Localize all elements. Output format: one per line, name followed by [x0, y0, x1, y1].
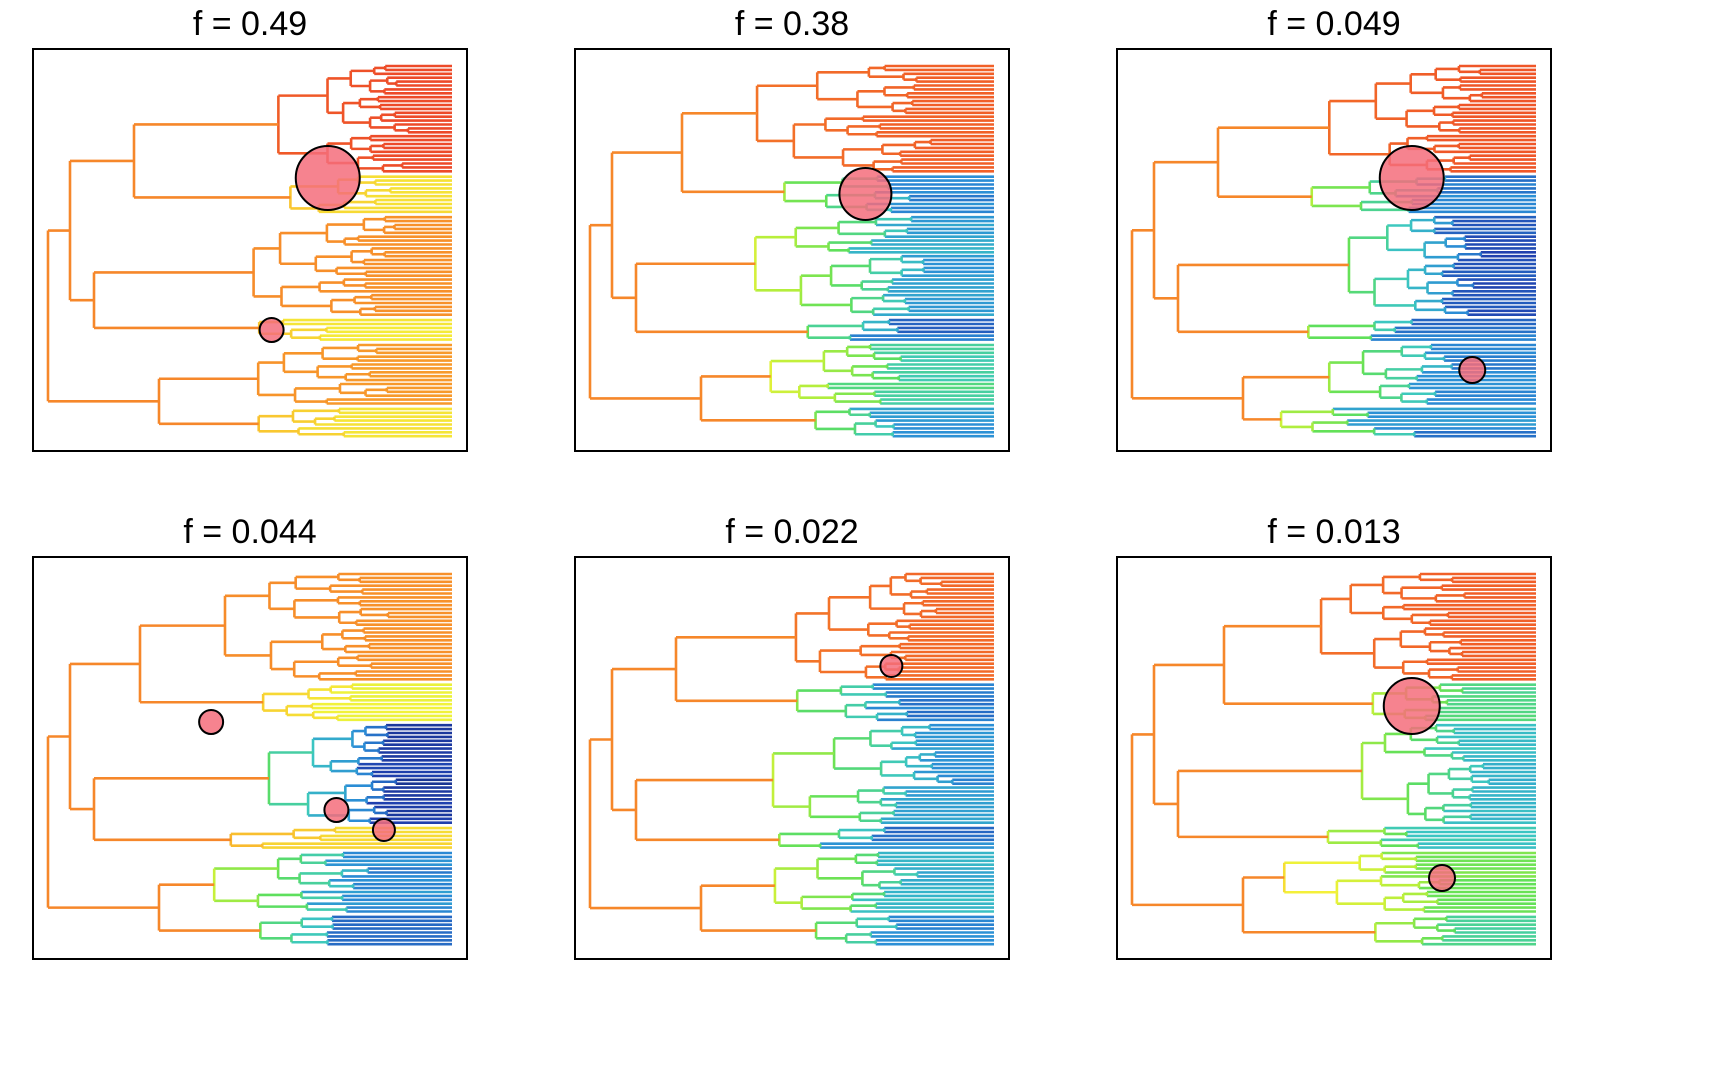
rate-shift-marker: [198, 709, 225, 735]
phylogeny-tree: [1130, 64, 1536, 438]
tree-panel: f = 0.49: [32, 4, 468, 452]
phylogeny-tree: [46, 572, 452, 946]
panel-title: f = 0.49: [192, 5, 308, 43]
phylogeny-tree: [588, 64, 994, 438]
panel-title: f = 0.013: [1267, 513, 1401, 551]
phylogeny-plot: [1116, 48, 1552, 452]
rate-shift-marker: [1428, 864, 1456, 892]
rate-shift-marker: [323, 797, 350, 823]
rate-shift-marker: [838, 167, 893, 221]
rate-shift-marker: [879, 654, 904, 678]
phylogeny-tree: [1130, 572, 1536, 946]
phylogeny-plot: [1116, 556, 1552, 960]
rate-shift-marker: [1382, 677, 1441, 735]
tree-panel: f = 0.022: [574, 512, 1010, 960]
phylogeny-plot: [32, 48, 468, 452]
tree-panel: f = 0.38: [574, 4, 1010, 452]
tree-panel: f = 0.044: [32, 512, 468, 960]
rate-shift-marker: [258, 317, 285, 343]
rate-shift-marker: [1458, 356, 1487, 384]
panel-title: f = 0.38: [734, 5, 850, 43]
rate-shift-marker: [294, 145, 361, 211]
panel-title: f = 0.044: [183, 513, 317, 551]
tree-panel: f = 0.049: [1116, 4, 1552, 452]
rate-shift-marker: [371, 818, 396, 842]
rate-shift-marker: [1378, 145, 1445, 211]
panel-title: f = 0.022: [725, 513, 859, 551]
phylogeny-plot: [32, 556, 468, 960]
phylogeny-plot: [574, 48, 1010, 452]
phylogeny-tree: [588, 572, 994, 946]
phylogeny-plot: [574, 556, 1010, 960]
phylogeny-tree: [46, 64, 452, 438]
tree-panel: f = 0.013: [1116, 512, 1552, 960]
panel-title: f = 0.049: [1267, 5, 1401, 43]
